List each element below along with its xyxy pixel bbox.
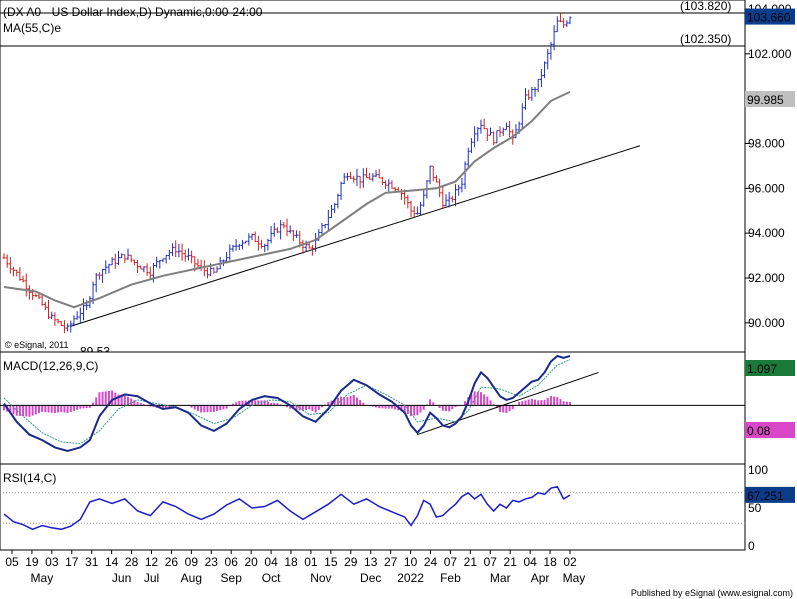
rsi-axis: 0 50 100 [748, 463, 768, 553]
copyright-label: © eSignal, 2011 [5, 340, 69, 350]
month-label: Nov [310, 571, 331, 585]
month-label: Aug [181, 571, 202, 585]
macd-signal-line [3, 359, 571, 445]
date-tick-label: 27 [384, 555, 398, 569]
month-label: Oct [262, 571, 281, 585]
month-label: Dec [360, 571, 381, 585]
level-annotation-upper: (103.820) [680, 0, 731, 13]
price-tick-label: 96.000 [748, 181, 785, 195]
macd-title: MACD(12,26,9,C) [3, 359, 98, 373]
histogram-value-tag: 0.08 [745, 422, 795, 438]
date-tick-label: 24 [424, 555, 438, 569]
price-trendline [70, 145, 641, 327]
publisher-credit: Published by eSignal (www.esignal.com) [631, 588, 793, 598]
month-label: Apr [531, 571, 550, 585]
ma-label: MA(55,C)e [3, 21, 61, 35]
rsi-panel: RSI(14,C) [0, 463, 746, 551]
last-price-tag: 103.660 [745, 8, 795, 25]
month-label: Feb [440, 571, 461, 585]
rsi-last-value: 67.251 [747, 489, 784, 503]
price-axis: 90.000 92.000 94.000 96.000 98.000 99.985 102.… [745, 2, 792, 330]
rsi-value-tag: 67.251 [745, 486, 795, 503]
date-tick-label: 09 [185, 555, 199, 569]
date-tick-label: 07 [444, 555, 458, 569]
macd-last-value: 1.097 [747, 362, 777, 376]
date-tick-label: 06 [225, 555, 239, 569]
date-tick-label: 23 [205, 555, 219, 569]
date-tick-label: 18 [284, 555, 298, 569]
date-tick-label: 07 [484, 555, 498, 569]
date-tick-label: 21 [464, 555, 478, 569]
month-label: Mar [490, 571, 511, 585]
date-tick-label: 14 [105, 555, 119, 569]
trendline [70, 145, 641, 327]
date-tick-label: 03 [45, 555, 59, 569]
price-panel: (DX A0 - US Dollar Index,D) Dynamic,0:00… [0, 0, 746, 358]
rsi-line [3, 485, 571, 531]
rsi-tick-label: 100 [748, 463, 768, 477]
date-tick-label: 26 [165, 555, 179, 569]
month-label: Jun [112, 571, 131, 585]
rsi-tick-label: 50 [748, 501, 762, 515]
date-tick-label: 21 [504, 555, 518, 569]
macd-value-tag: 1.097 [745, 360, 795, 376]
date-tick-label: 15 [324, 555, 338, 569]
price-levels [0, 12, 745, 47]
date-axis: 05 19 03 17 31 14 28 12 26 09 23 06 20 04 18 01 15 29 13 27… [5, 550, 585, 585]
price-tick-label: 94.000 [748, 226, 785, 240]
histogram-value: 0.08 [747, 424, 771, 438]
moving-average-line [3, 90, 571, 309]
date-tick-label: 04 [264, 555, 278, 569]
date-tick-label: 04 [523, 555, 537, 569]
date-tick-label: 01 [304, 555, 318, 569]
price-tick-label: 98.000 [748, 136, 785, 150]
date-tick-label: 13 [364, 555, 378, 569]
rsi-tick-label: 0 [748, 539, 755, 553]
month-label: May [563, 571, 586, 585]
macd-trendline [417, 371, 599, 436]
level-annotation-lower: (102.350) [680, 32, 731, 46]
date-tick-label: 19 [25, 555, 39, 569]
ma-value: 99.985 [747, 93, 784, 107]
month-label: May [31, 571, 54, 585]
date-tick-label: 17 [65, 555, 79, 569]
date-tick-label: 18 [543, 555, 557, 569]
month-label: 2022 [397, 571, 424, 585]
month-label: Jul [144, 571, 159, 585]
rsi-levels [0, 492, 745, 524]
rsi-title: RSI(14,C) [3, 471, 56, 485]
month-label: Sep [221, 571, 243, 585]
date-tick-label: 29 [344, 555, 358, 569]
date-tick-label: 31 [85, 555, 99, 569]
symbol-title: (DX A0 - US Dollar Index,D) Dynamic,0:00… [3, 5, 263, 19]
date-tick-label: 28 [125, 555, 139, 569]
price-tick-label: 90.000 [748, 316, 785, 330]
date-tick-label: 12 [145, 555, 159, 569]
macd-line [3, 354, 571, 453]
macd-panel: MACD(12,26,9,C) [0, 351, 746, 465]
date-tick-label: 10 [404, 555, 418, 569]
ma-value-tag: 99.985 [745, 90, 795, 107]
date-tick-label: 02 [563, 555, 577, 569]
macd-trendline-segment [417, 371, 599, 436]
date-tick-label: 05 [5, 555, 19, 569]
date-tick-label: 20 [244, 555, 258, 569]
last-price-value: 103.660 [747, 11, 791, 25]
price-tick-label: 102.000 [748, 47, 792, 61]
price-tick-label: 92.000 [748, 271, 785, 285]
